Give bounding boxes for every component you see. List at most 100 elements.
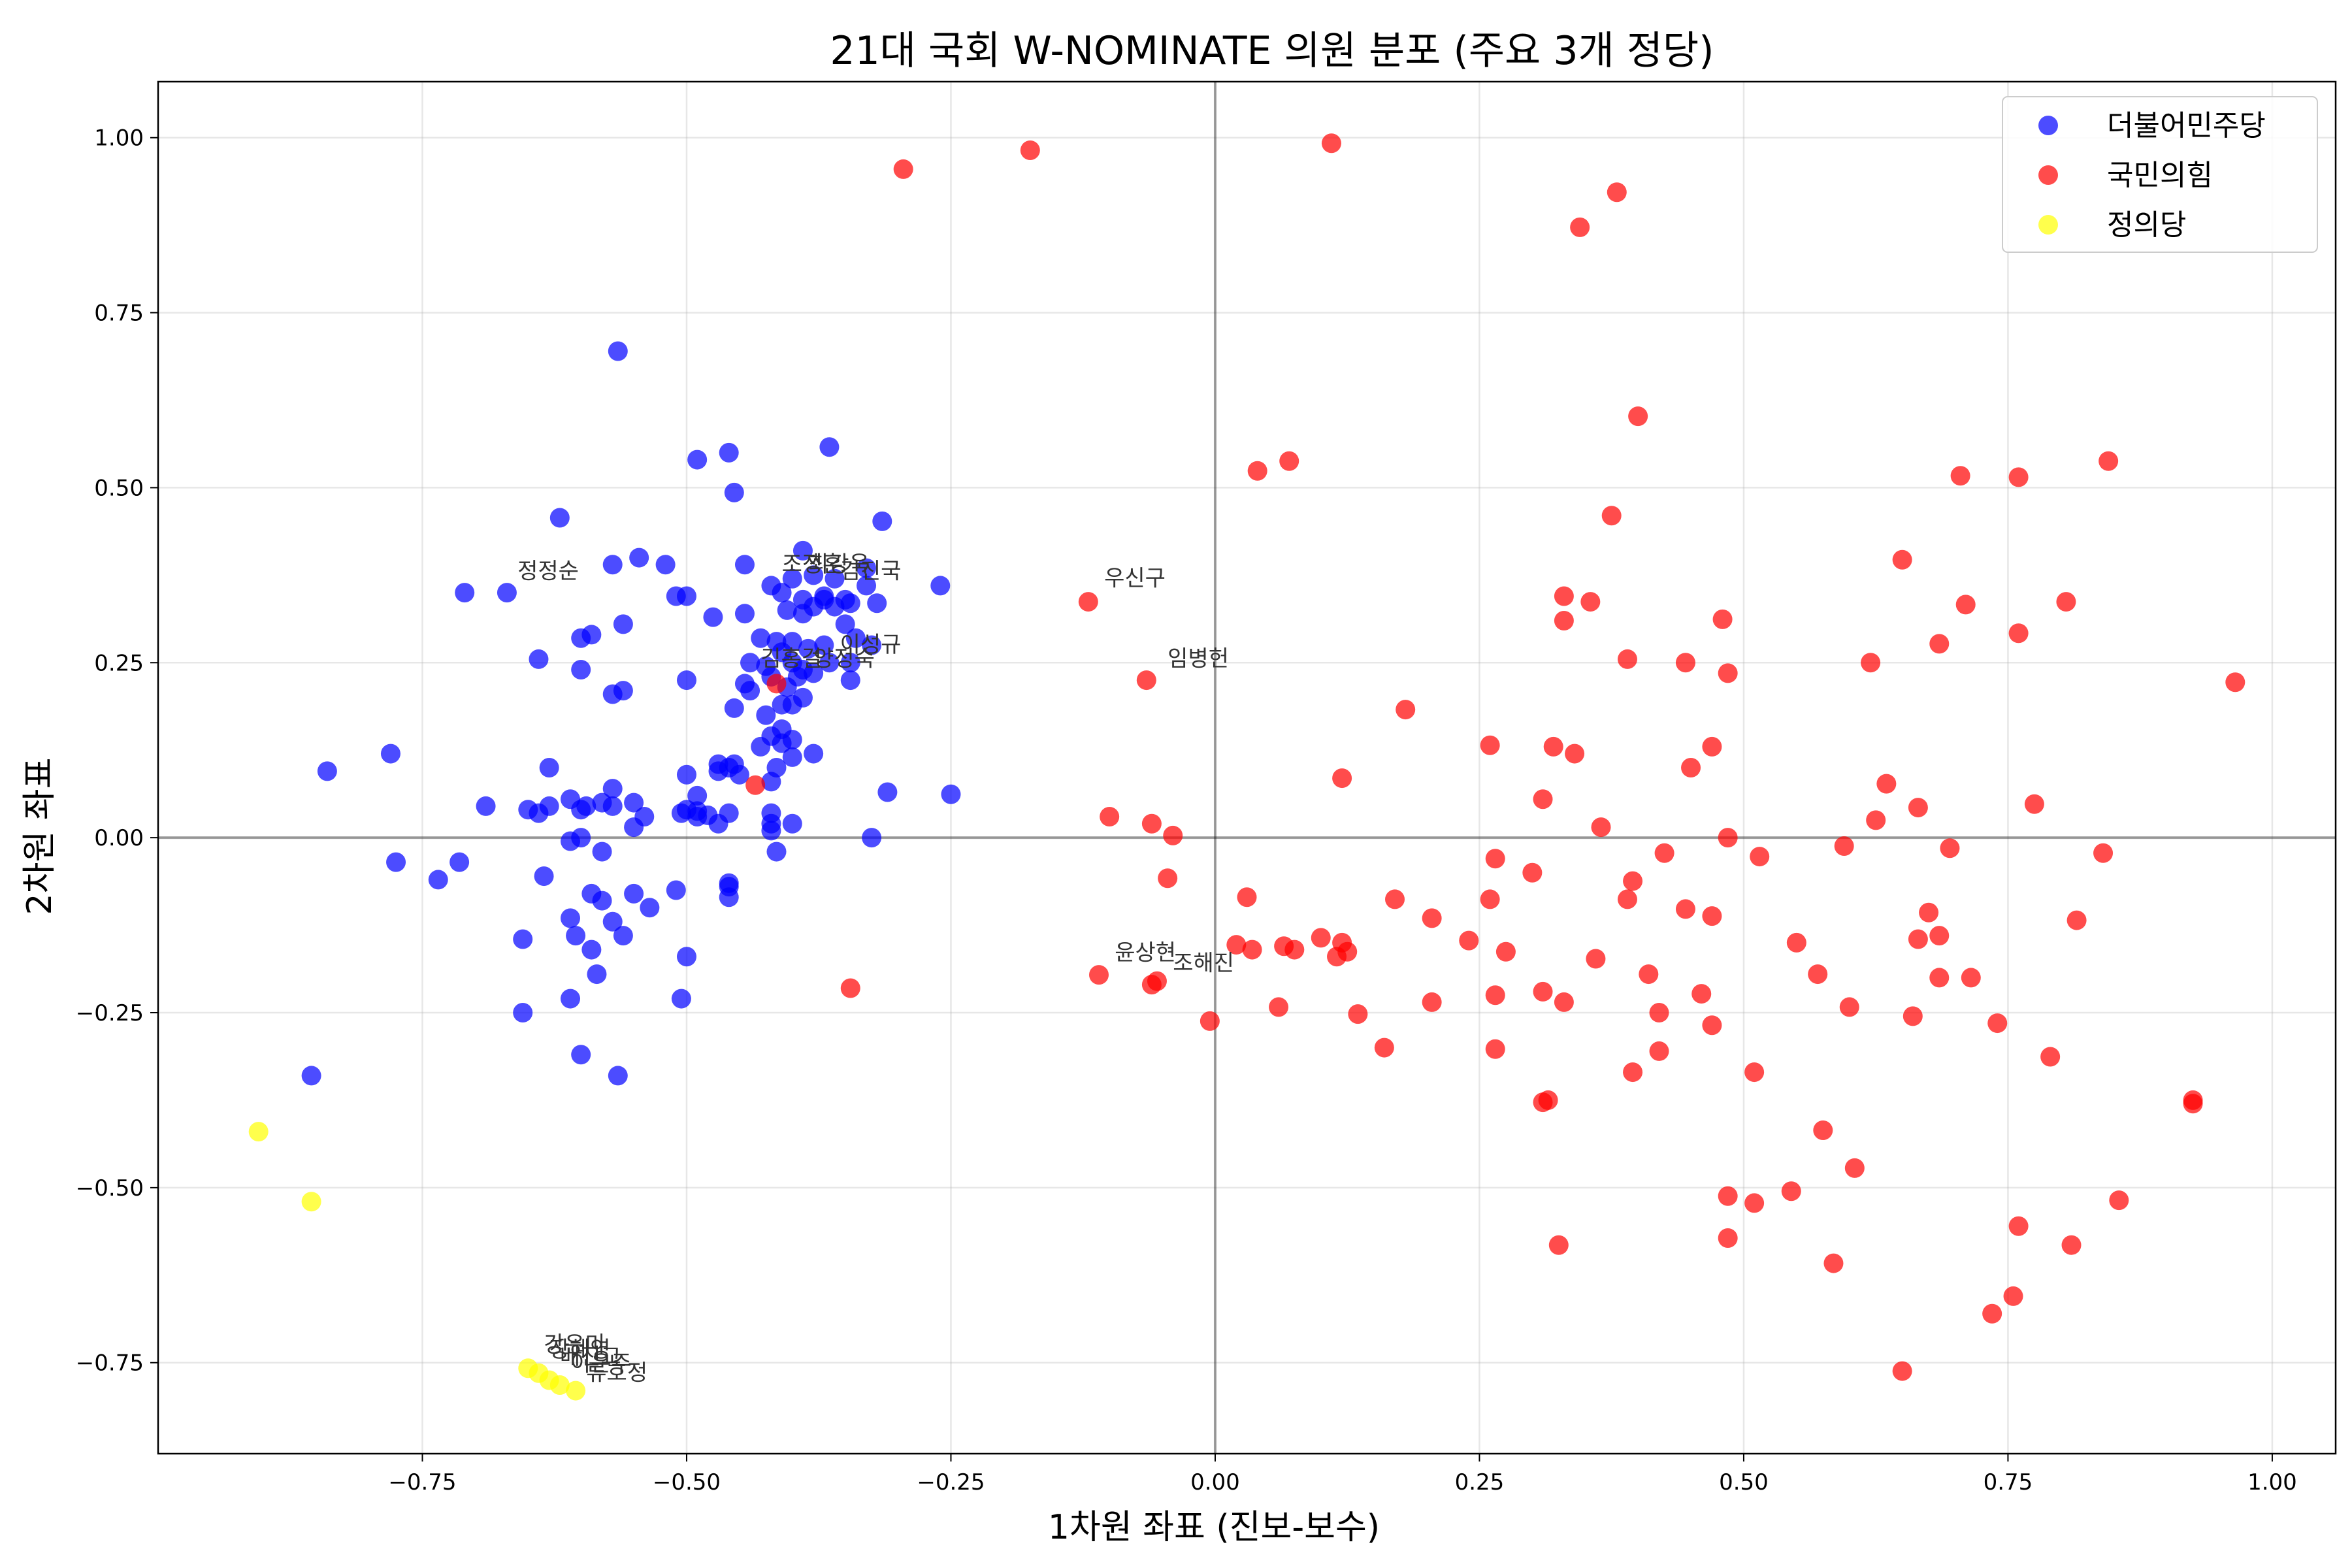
point-annotation: 김홍걸 [760,646,822,672]
data-point [1929,968,1950,988]
data-point [1522,862,1543,883]
data-point [1554,992,1574,1012]
x-tick-label: 0.00 [1190,1469,1240,1495]
data-point [592,841,612,862]
data-point [1617,649,1637,669]
data-point [1136,670,1156,691]
data-point [687,785,708,806]
data-point [761,821,781,841]
data-point [724,482,744,502]
data-point [529,803,549,823]
data-point [1823,1253,1844,1273]
data-point [840,653,860,673]
point-annotation: 김진국 [840,559,902,585]
data-point [608,341,628,361]
data-point [613,926,633,946]
data-point [1396,700,1416,720]
data-point [1982,1303,2002,1324]
legend-box [2002,96,2318,253]
data-point [761,772,781,792]
data-point [2225,672,2246,693]
data-point [592,890,612,911]
y-axis-title: 2차원 좌표 [20,758,59,915]
data-point [1226,935,1247,955]
point-annotation: 임병헌 [1168,646,1229,672]
data-point [549,508,570,528]
data-point [1485,849,1505,869]
data-point [497,583,517,603]
data-point [1327,947,1347,967]
data-point [1100,807,1120,826]
point-annotation: 조정훈 [782,551,843,578]
point-annotation: 최강욱 [808,551,870,578]
data-point [1834,836,1854,856]
y-axis-ticks: −0.75 −0.50 −0.25 0.00 0.25 0.50 0.75 1.00 [76,125,158,1377]
data-point [666,880,686,900]
x-tick-label: 0.75 [1984,1469,2033,1495]
point-annotation: 류호정 [586,1360,647,1386]
data-point [1485,985,1505,1005]
data-point [1332,768,1352,789]
data-point [655,555,676,575]
data-point [867,593,887,613]
x-tick-label: 0.50 [1719,1469,1769,1495]
data-point [1533,981,1553,1002]
data-point [1591,817,1611,838]
data-point [1623,871,1643,891]
data-point [2066,910,2087,930]
data-point [782,694,802,715]
x-axis-ticks: −0.75 −0.50 −0.25 0.00 0.25 0.50 0.75 1.00 [388,1454,2297,1495]
legend-marker [2038,215,2058,235]
data-point [602,796,623,816]
data-point [1950,466,1970,486]
data-point [248,1122,269,1142]
data-point [719,887,739,907]
data-point [772,733,792,753]
data-point [703,607,723,627]
data-point [756,705,776,725]
data-points [248,133,2246,1401]
legend-marker [2038,116,2058,135]
data-point [455,583,475,603]
data-point [1712,609,1733,629]
data-point [1929,634,1950,654]
data-point [1570,217,1590,237]
data-point [602,779,623,799]
data-point [1844,1158,1865,1178]
data-point [640,898,660,918]
data-point [561,988,581,1009]
data-point [613,614,633,634]
data-point [862,828,882,848]
data-point [1955,595,1976,615]
data-point [428,870,448,890]
chart-title: 21대 국회 W-NOMINATE 의원 분포 (주요 3개 정당) [830,28,1714,74]
data-point [1020,140,1040,160]
data-point [1554,611,1574,630]
data-point [1876,774,1897,794]
data-point [930,576,951,596]
data-point [449,852,470,872]
data-point [1237,887,1257,907]
data-point [571,1045,591,1065]
data-point [857,576,877,596]
data-point [1623,1062,1643,1083]
data-point [666,586,686,606]
legend-label: 국민의힘 [2107,159,2213,192]
data-point [1903,1006,1923,1026]
data-point [1163,825,1183,845]
data-point [1718,663,1738,683]
x-axis-title: 1차원 좌표 (진보-보수) [1048,1508,1380,1547]
zero-reference-lines [158,82,2336,1454]
data-point [513,929,533,949]
data-point [301,1192,321,1212]
point-annotation: 윤상현 [1115,940,1176,966]
y-tick-label: −0.50 [76,1175,144,1201]
data-point [804,663,824,683]
data-point [624,883,644,904]
data-point [840,978,860,998]
y-tick-label: 0.75 [94,301,144,327]
data-point [1628,406,1648,427]
data-point [1940,838,1960,858]
data-point [1374,1037,1394,1058]
